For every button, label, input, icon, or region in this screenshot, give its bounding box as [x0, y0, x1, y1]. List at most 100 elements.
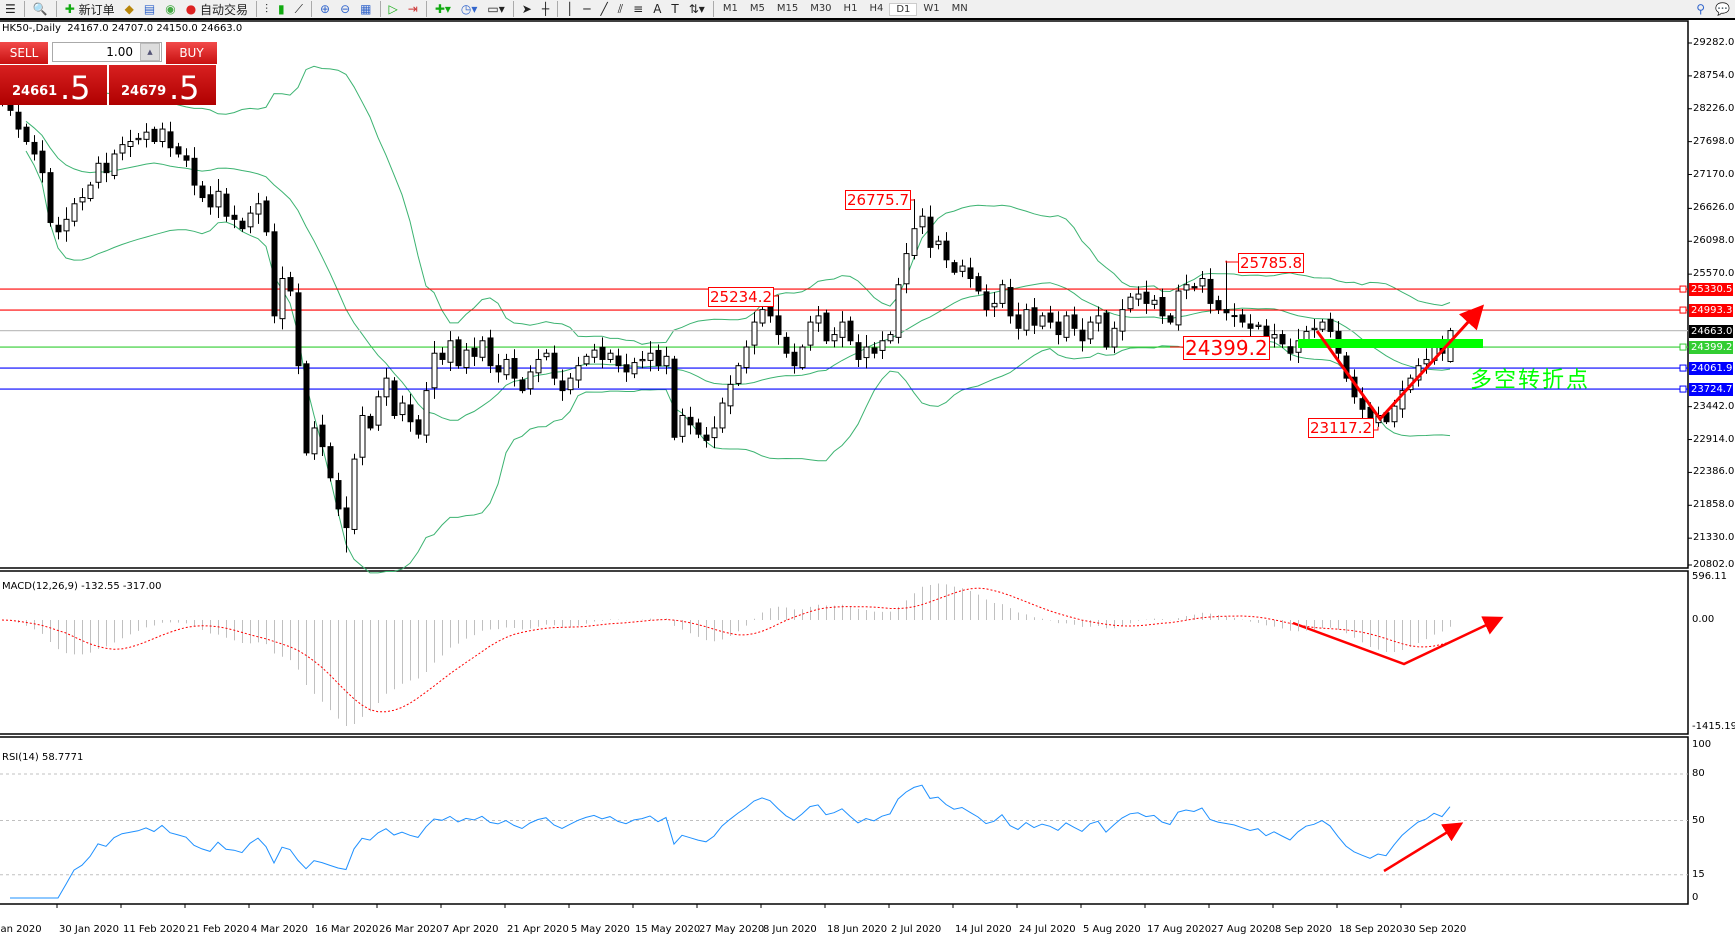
cursor-icon[interactable]: ➤: [521, 2, 532, 16]
candle: [247, 205, 254, 234]
macd-pane[interactable]: [0, 570, 1689, 735]
indicators-icon[interactable]: ✚▾: [434, 2, 451, 16]
bearish-candle-body: [183, 155, 190, 161]
date-axis-label: 5 May 2020: [571, 924, 630, 935]
bullish-candle-body: [143, 131, 150, 140]
autoscroll-icon[interactable]: ▷: [388, 2, 398, 16]
bar-chart-icon[interactable]: ⫶: [265, 1, 269, 16]
vertical-line-icon[interactable]: │: [566, 2, 574, 16]
channel-icon[interactable]: ⫽: [617, 1, 624, 16]
bearish-candle-body: [1031, 307, 1038, 326]
lot-size-input[interactable]: 1.00: [52, 42, 162, 62]
market-watch-icon[interactable]: ▤: [143, 2, 156, 16]
search-icon[interactable]: ⚲: [1696, 2, 1706, 16]
arrows-icon[interactable]: ⇅▾: [688, 2, 705, 16]
label-icon[interactable]: T: [671, 2, 679, 16]
candle: [95, 156, 102, 189]
bullish-candle-body: [807, 321, 814, 346]
high-annotation-label[interactable]: 25234.2: [708, 287, 775, 307]
date-axis-label: 30 Jan 2020: [59, 924, 119, 935]
line-chart-icon[interactable]: ⟋: [294, 1, 304, 16]
date-axis-label: 6 Jan 2020: [0, 924, 42, 935]
text-icon[interactable]: A: [653, 2, 662, 16]
bearish-candle-body: [343, 507, 350, 529]
low-annotation-label[interactable]: 23117.2: [1308, 418, 1375, 438]
date-axis-label: 16 Mar 2020: [315, 924, 379, 935]
lot-increase-button[interactable]: ▲: [140, 43, 160, 61]
timeframe-M30[interactable]: M30: [810, 2, 832, 14]
macd-divergence-arrow[interactable]: [1292, 616, 1504, 666]
fibonacci-icon[interactable]: ≡: [633, 2, 644, 16]
bearish-candle-body: [975, 276, 982, 292]
bullish-candle-body: [447, 340, 454, 363]
timeframe-M1[interactable]: M1: [722, 2, 738, 14]
price-axis-label: 26626.0: [1693, 202, 1735, 214]
pivot-zone-bar[interactable]: [1298, 339, 1483, 348]
timeframe-W1[interactable]: W1: [923, 2, 940, 14]
tile-icon[interactable]: ▦: [360, 2, 372, 16]
list-icon[interactable]: ☰: [5, 2, 16, 16]
candle-chart-icon[interactable]: ▮: [278, 2, 285, 16]
chart-shift-icon[interactable]: ⇥: [407, 2, 418, 16]
bullish-candle-body: [111, 153, 118, 176]
high-annotation-label[interactable]: 25785.8: [1238, 253, 1305, 273]
bullish-candle-body: [63, 218, 70, 232]
candle: [1207, 268, 1214, 314]
level-handle[interactable]: [1679, 285, 1687, 293]
trendline-icon[interactable]: ╱: [600, 2, 608, 16]
trend-arrow[interactable]: [1315, 304, 1485, 422]
candle: [1063, 311, 1070, 342]
bearish-candle-body: [1159, 296, 1166, 317]
bearish-candle-body: [1191, 286, 1198, 289]
divider: [311, 1, 313, 17]
macd-signal-line: [1, 587, 1451, 713]
sell-price-button[interactable]: 24661.5: [0, 65, 107, 107]
candle: [647, 341, 654, 372]
candle: [447, 331, 454, 371]
pivot-annotation-label[interactable]: 24399.2: [1183, 336, 1270, 360]
zoom-out-icon[interactable]: ⊖: [340, 2, 351, 16]
timeframe-H1[interactable]: H1: [843, 2, 858, 14]
level-handle[interactable]: [1679, 364, 1687, 372]
main-chart-pane[interactable]: [0, 20, 1689, 569]
candle: [319, 414, 326, 457]
level-handle[interactable]: [1679, 385, 1687, 393]
bearish-candle-body: [767, 306, 774, 317]
gold-icon[interactable]: ◆: [124, 2, 134, 16]
timeframe-M15[interactable]: M15: [776, 2, 799, 14]
bearish-candle-body: [1287, 346, 1294, 354]
bullish-candle-body: [1319, 321, 1326, 330]
signal-icon[interactable]: ◉: [165, 2, 176, 16]
level-handle[interactable]: [1679, 343, 1687, 351]
level-handle[interactable]: [1679, 306, 1687, 314]
auto-trading-button[interactable]: ● 自动交易: [181, 0, 253, 18]
bearish-candle-body: [15, 111, 22, 130]
zoom-in-icon[interactable]: ⊕: [320, 2, 331, 16]
candle: [255, 192, 262, 224]
sell-button[interactable]: SELL: [0, 42, 48, 64]
bearish-candle-body: [335, 480, 342, 510]
candle: [839, 311, 846, 348]
new-order-button[interactable]: ✚ 新订单: [60, 0, 120, 18]
turning-point-note[interactable]: 多空转折点: [1470, 368, 1591, 393]
timeframe-D1[interactable]: D1: [889, 2, 918, 16]
periods-icon[interactable]: ◷▾: [460, 2, 478, 16]
timeframe-M5[interactable]: M5: [749, 2, 765, 14]
candle: [807, 315, 814, 351]
rsi-trend-arrow[interactable]: [1383, 822, 1464, 873]
buy-button[interactable]: BUY: [166, 42, 217, 64]
price-axis-label: 20802.0: [1693, 559, 1735, 570]
bullish-candle-body: [1183, 284, 1190, 291]
bearish-candle-body: [1359, 398, 1366, 410]
buy-price-button[interactable]: 24679.5: [109, 65, 216, 107]
horizontal-line-icon[interactable]: ─: [583, 2, 591, 16]
crosshair-icon[interactable]: ┼: [541, 2, 550, 16]
timeframe-H4[interactable]: H4: [869, 2, 884, 14]
templates-icon[interactable]: ▭▾: [487, 2, 505, 16]
high-annotation-label[interactable]: 26775.7: [845, 190, 912, 210]
zoom-icon[interactable]: 🔍: [32, 2, 48, 16]
timeframe-MN[interactable]: MN: [951, 2, 968, 14]
candle: [1183, 274, 1190, 300]
chat-icon[interactable]: 💬: [1715, 2, 1730, 16]
